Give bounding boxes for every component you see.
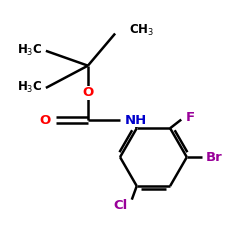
Text: Br: Br bbox=[205, 151, 222, 164]
Text: NH: NH bbox=[124, 114, 147, 126]
Text: H$_3$C: H$_3$C bbox=[18, 43, 43, 59]
Text: F: F bbox=[186, 110, 195, 124]
Text: O: O bbox=[82, 86, 94, 99]
Text: H$_3$C: H$_3$C bbox=[18, 80, 43, 96]
Text: CH$_3$: CH$_3$ bbox=[129, 23, 154, 38]
Text: O: O bbox=[40, 114, 51, 126]
Text: Cl: Cl bbox=[114, 199, 128, 212]
